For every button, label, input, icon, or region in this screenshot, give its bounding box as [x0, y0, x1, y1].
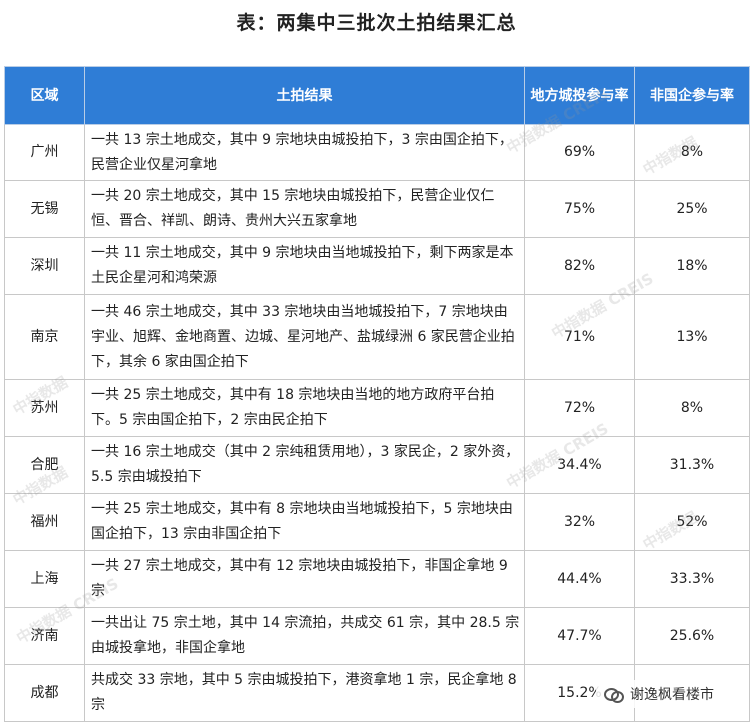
cell-region: 合肥	[4, 436, 85, 494]
cell-result: 一共 25 宗土地成交，其中有 8 宗地块由当地城投拍下，5 宗地块由国企拍下，…	[84, 493, 525, 551]
cell-result: 一共 25 宗土地成交，其中有 18 宗地块由当地的地方政府平台拍下。5 宗由国…	[84, 379, 525, 437]
table-row: 福州 一共 25 宗土地成交，其中有 8 宗地块由当地城投拍下，5 宗地块由国企…	[4, 493, 750, 551]
cell-result: 一共 16 宗土地成交（其中 2 宗纯租赁用地），3 家民企，2 家外资，5.5…	[84, 436, 525, 494]
table-row: 合肥 一共 16 宗土地成交（其中 2 宗纯租赁用地），3 家民企，2 家外资，…	[4, 436, 750, 494]
header-lgfv-rate: 地方城投参与率	[524, 66, 635, 125]
cell-lgfv-rate: 32%	[524, 493, 635, 551]
cell-result: 一共 46 宗土地成交，其中 33 宗地块由当地城投拍下，7 宗地块由宇业、旭辉…	[84, 294, 525, 380]
cell-lgfv-rate: 71%	[524, 294, 635, 380]
cell-non-soe-rate: 25.6%	[634, 607, 750, 665]
cell-result: 一共出让 75 宗土地，其中 14 宗流拍，共成交 61 宗，其中 28.5 宗…	[84, 607, 525, 665]
wechat-chat-icon	[604, 686, 624, 703]
table-header-row: 区域 土拍结果 地方城投参与率 非国企参与率	[4, 66, 750, 125]
cell-non-soe-rate: 18%	[634, 237, 750, 295]
cell-lgfv-rate: 44.4%	[524, 550, 635, 608]
table-row: 济南 一共出让 75 宗土地，其中 14 宗流拍，共成交 61 宗，其中 28.…	[4, 607, 750, 665]
cell-region: 济南	[4, 607, 85, 665]
cell-region: 无锡	[4, 180, 85, 238]
cell-lgfv-rate: 75%	[524, 180, 635, 238]
cell-result: 一共 11 宗土地成交，其中 9 宗地块由当地城投拍下，剩下两家是本土民企星河和…	[84, 237, 525, 295]
table-row: 广州 一共 13 宗土地成交，其中 9 宗地块由城投拍下，3 宗由国企拍下，民营…	[4, 124, 750, 181]
cell-region: 深圳	[4, 237, 85, 295]
cell-non-soe-rate: 8%	[634, 124, 750, 181]
cell-region: 福州	[4, 493, 85, 551]
cell-result: 一共 20 宗土地成交，其中 15 宗地块由城投拍下，民营企业仅仁恒、晋合、祥凯…	[84, 180, 525, 238]
cell-result: 一共 27 宗土地成交，其中有 12 宗地块由城投拍下，非国企拿地 9 宗	[84, 550, 525, 608]
header-result: 土拍结果	[84, 66, 525, 125]
table-row: 南京 一共 46 宗土地成交，其中 33 宗地块由当地城投拍下，7 宗地块由宇业…	[4, 294, 750, 380]
cell-lgfv-rate: 82%	[524, 237, 635, 295]
cell-lgfv-rate: 72%	[524, 379, 635, 437]
account-name: 谢逸枫看楼市	[630, 687, 714, 703]
cell-non-soe-rate: 8%	[634, 379, 750, 437]
cell-region: 南京	[4, 294, 85, 380]
cell-non-soe-rate: 52%	[634, 493, 750, 551]
cell-region: 广州	[4, 124, 85, 181]
cell-non-soe-rate: 25%	[634, 180, 750, 238]
cell-lgfv-rate: 47.7%	[524, 607, 635, 665]
header-non-soe-rate: 非国企参与率	[634, 66, 750, 125]
cell-non-soe-rate: 31.3%	[634, 436, 750, 494]
land-auction-table: 区域 土拍结果 地方城投参与率 非国企参与率 广州 一共 13 宗土地成交，其中…	[4, 66, 750, 722]
cell-lgfv-rate: 69%	[524, 124, 635, 181]
table-row: 无锡 一共 20 宗土地成交，其中 15 宗地块由城投拍下，民营企业仅仁恒、晋合…	[4, 180, 750, 238]
header-region: 区域	[4, 66, 85, 125]
cell-region: 成都	[4, 664, 85, 722]
cell-non-soe-rate: 33.3%	[634, 550, 750, 608]
cell-non-soe-rate: 13%	[634, 294, 750, 380]
table-row: 苏州 一共 25 宗土地成交，其中有 18 宗地块由当地的地方政府平台拍下。5 …	[4, 379, 750, 437]
cell-result: 一共 13 宗土地成交，其中 9 宗地块由城投拍下，3 宗由国企拍下，民营企业仅…	[84, 124, 525, 181]
cell-lgfv-rate: 34.4%	[524, 436, 635, 494]
account-badge: 谢逸枫看楼市	[596, 680, 722, 708]
table-row: 上海 一共 27 宗土地成交，其中有 12 宗地块由城投拍下，非国企拿地 9 宗…	[4, 550, 750, 608]
cell-result: 共成交 33 宗地，其中 5 宗由城投拍下，港资拿地 1 宗，民企拿地 8 宗	[84, 664, 525, 722]
page-title: 表：两集中三批次土拍结果汇总	[236, 12, 517, 34]
cell-region: 苏州	[4, 379, 85, 437]
table-row: 深圳 一共 11 宗土地成交，其中 9 宗地块由当地城投拍下，剩下两家是本土民企…	[4, 237, 750, 295]
cell-region: 上海	[4, 550, 85, 608]
